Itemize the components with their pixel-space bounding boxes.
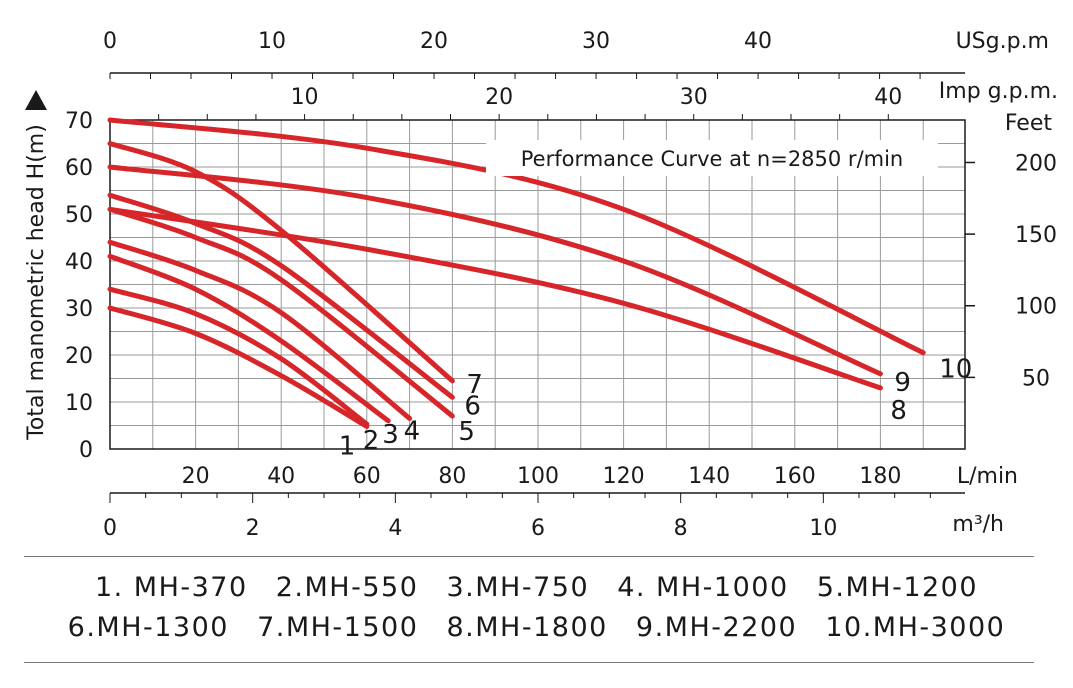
plot-border (109, 119, 966, 450)
m3h-axis-label: m³/h (952, 512, 1004, 537)
impgpm-tick-label: 20 (485, 85, 513, 110)
chart-title: Performance Curve at n=2850 r/min (521, 147, 904, 171)
m3h-tick-label: 6 (531, 516, 545, 541)
lmin-tick-label: 60 (353, 464, 381, 489)
curve-1 (107, 305, 370, 429)
curve-label-1: 1 (339, 431, 356, 461)
curve-label-10: 10 (939, 355, 972, 385)
y-tick-label: 50 (65, 203, 93, 228)
legend-item: 8.MH-1800 (446, 612, 608, 643)
y-tick-label: 40 (65, 250, 93, 275)
curve-6 (107, 192, 455, 400)
curve-7 (107, 141, 455, 384)
m3h-tick-label: 8 (674, 516, 688, 541)
curve-3 (107, 253, 391, 424)
legend-line-1: 1. MH-370 2.MH-550 3.MH-750 4. MH-1000 5… (0, 572, 1073, 603)
curve-label-5: 5 (458, 417, 475, 447)
legend-item: 4. MH-1000 (617, 572, 789, 603)
lmin-tick-label: 40 (267, 464, 295, 489)
m3h-tick-label: 4 (388, 516, 402, 541)
y-tick-label: 30 (65, 297, 93, 322)
curve-9 (107, 164, 883, 377)
lmin-tick-label: 20 (182, 464, 210, 489)
legend-item: 9.MH-2200 (635, 612, 798, 643)
legend-item: 6.MH-1300 (67, 612, 229, 643)
feet-tick-label: 150 (1015, 223, 1057, 248)
lmin-axis-label: L/min (957, 464, 1018, 489)
legend-item: 3.MH-750 (446, 572, 590, 603)
usgpm-tick-label: 20 (420, 29, 448, 54)
lmin-tick-label: 100 (517, 464, 559, 489)
curve-label-9: 9 (894, 368, 911, 398)
curve-label-3: 3 (382, 420, 399, 450)
legend-item: 10.MH-3000 (825, 612, 1006, 643)
y-tick-label: 70 (65, 109, 93, 134)
curve-label-4: 4 (404, 416, 421, 446)
y-tick-label: 0 (79, 438, 93, 463)
y-tick-label: 60 (65, 156, 93, 181)
usgpm-tick-label: 30 (582, 29, 610, 54)
m3h-tick-label: 2 (246, 516, 260, 541)
impgpm-tick-label: 10 (291, 85, 319, 110)
lmin-tick-label: 160 (774, 464, 816, 489)
curve-label-6: 6 (464, 391, 481, 421)
impgpm-tick-label: 40 (874, 85, 902, 110)
legend-item: 2.MH-550 (275, 572, 419, 603)
lmin-tick-label: 180 (859, 464, 901, 489)
feet-axis-label: Feet (1005, 111, 1053, 136)
lmin-tick-label: 120 (603, 464, 645, 489)
y-tick-label: 20 (65, 344, 93, 369)
impgpm-axis-label: Imp g.p.m. (939, 79, 1058, 104)
legend-divider-bottom (24, 662, 1034, 663)
title-background (486, 140, 938, 176)
curve-label-8: 8 (890, 396, 907, 426)
legend-divider-top (24, 556, 1034, 557)
impgpm-tick-label: 30 (680, 85, 708, 110)
m3h-tick-label: 0 (103, 516, 117, 541)
y-axis-label: Total manometric head H(m) (24, 124, 49, 441)
lmin-tick-label: 140 (688, 464, 730, 489)
plot-frame (109, 119, 966, 450)
curve-label-2: 2 (363, 426, 380, 456)
feet-tick-label: 200 (1015, 151, 1057, 176)
usgpm-tick-label: 0 (103, 29, 117, 54)
usgpm-tick-label: 10 (258, 29, 286, 54)
arrow-up-icon (25, 90, 47, 110)
legend-line-2: 6.MH-1300 7.MH-1500 8.MH-1800 9.MH-2200 … (0, 612, 1073, 643)
curve-2 (107, 286, 370, 427)
y-tick-label: 10 (65, 391, 93, 416)
feet-tick-label: 50 (1022, 366, 1050, 391)
legend-item: 1. MH-370 (94, 572, 248, 603)
m3h-tick-label: 10 (809, 516, 837, 541)
curve-label-7: 7 (466, 370, 483, 400)
legend-item: 5.MH-1200 (816, 572, 979, 603)
usgpm-tick-label: 40 (744, 29, 772, 54)
curve-4 (107, 239, 413, 421)
legend-item: 7.MH-1500 (257, 612, 419, 643)
feet-tick-label: 100 (1015, 295, 1057, 320)
lmin-tick-label: 80 (438, 464, 466, 489)
curve-8 (107, 206, 883, 391)
curve-5 (107, 206, 455, 419)
usgpm-axis-label: USg.p.m (956, 29, 1049, 54)
